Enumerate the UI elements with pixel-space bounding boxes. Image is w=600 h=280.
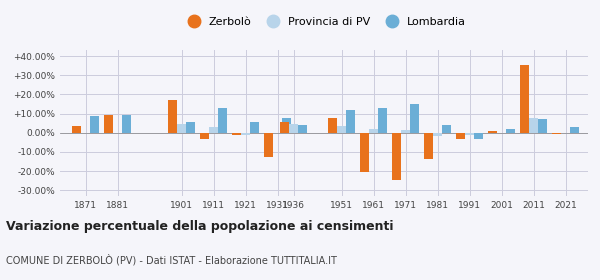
Bar — [104, 115, 113, 133]
Bar — [177, 124, 186, 133]
Bar — [186, 122, 195, 133]
Bar — [570, 127, 579, 133]
Bar — [506, 129, 515, 133]
Bar — [346, 110, 355, 133]
Bar — [378, 108, 387, 133]
Bar — [282, 118, 291, 133]
Bar — [465, 133, 474, 135]
Bar — [168, 100, 177, 133]
Bar — [241, 133, 250, 135]
Bar — [264, 133, 273, 157]
Bar — [289, 124, 298, 133]
Bar — [90, 116, 99, 133]
Bar — [200, 133, 209, 139]
Bar — [209, 127, 218, 133]
Bar — [456, 133, 465, 139]
Bar — [410, 104, 419, 133]
Legend: Zerbolò, Provincia di PV, Lombardia: Zerbolò, Provincia di PV, Lombardia — [178, 12, 470, 31]
Bar — [433, 133, 442, 136]
Bar — [424, 133, 433, 159]
Bar — [529, 118, 538, 133]
Bar — [369, 129, 378, 133]
Bar — [298, 125, 307, 133]
Bar — [488, 131, 497, 133]
Bar — [474, 133, 483, 139]
Bar — [337, 126, 346, 133]
Text: Variazione percentuale della popolazione ai censimenti: Variazione percentuale della popolazione… — [6, 220, 394, 233]
Bar — [538, 119, 547, 133]
Bar — [360, 133, 369, 172]
Bar — [232, 133, 241, 135]
Text: COMUNE DI ZERBOLÒ (PV) - Dati ISTAT - Elaborazione TUTTITALIA.IT: COMUNE DI ZERBOLÒ (PV) - Dati ISTAT - El… — [6, 254, 337, 265]
Bar — [328, 118, 337, 133]
Bar — [72, 126, 81, 133]
Bar — [552, 133, 561, 134]
Bar — [520, 65, 529, 133]
Bar — [250, 122, 259, 133]
Bar — [280, 122, 289, 133]
Bar — [392, 133, 401, 180]
Bar — [401, 130, 410, 133]
Bar — [218, 108, 227, 133]
Bar — [442, 125, 451, 133]
Bar — [122, 115, 131, 133]
